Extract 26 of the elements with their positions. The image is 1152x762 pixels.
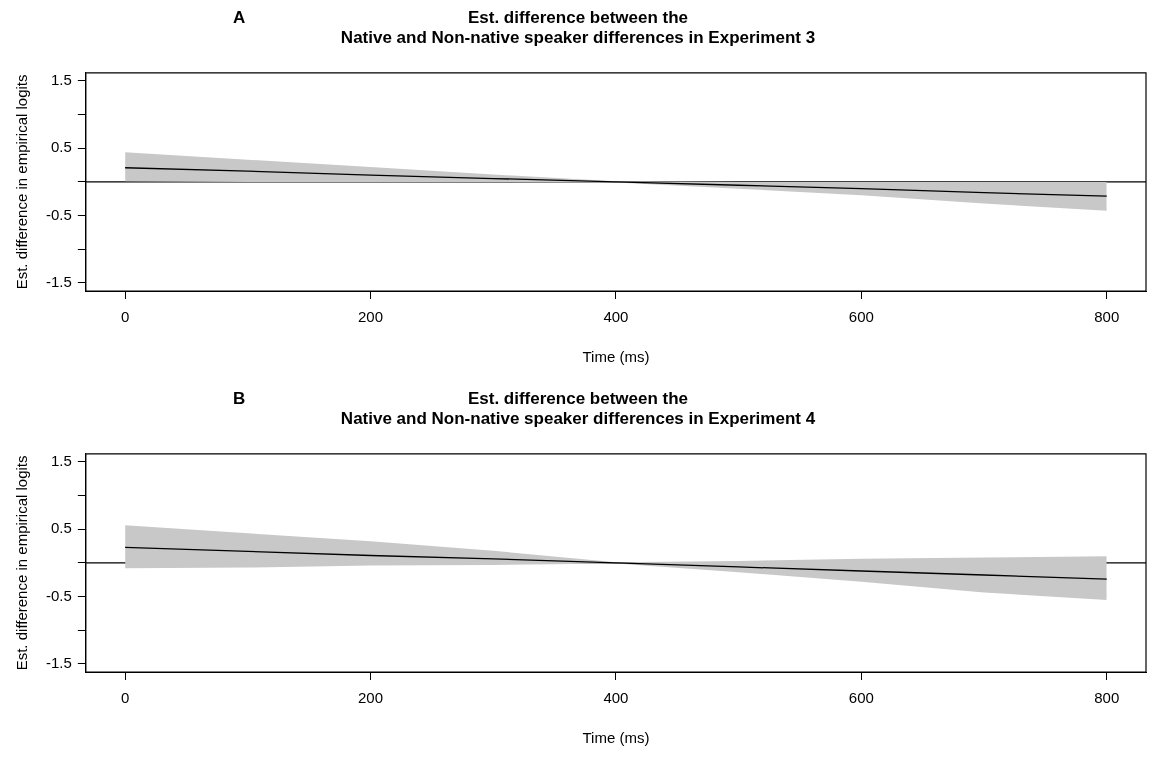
chart-title: Est. difference between the Native and Non-native speaker differences in Experiment 3: [340, 7, 816, 48]
x-tick-label: 400: [603, 308, 629, 326]
x-tick-label: 200: [358, 689, 384, 707]
x-tick-label: 800: [1094, 689, 1120, 707]
x-axis-title: Time (ms): [582, 729, 650, 747]
chart-title: Est. difference between the Native and Non-native speaker differences in Experiment 4: [340, 388, 816, 429]
x-tick-label: 600: [848, 308, 874, 326]
y-tick-label: 0.5: [50, 519, 72, 537]
text: A: [233, 8, 246, 28]
y-tick-label: -0.5: [45, 586, 72, 604]
y-tick-label: -1.5: [45, 654, 72, 672]
y-tick-label: -1.5: [45, 273, 72, 291]
x-axis-title: Time (ms): [582, 348, 650, 366]
y-tick-label: -0.5: [45, 205, 72, 223]
y-axis-title: Est. difference in empirical logits: [13, 455, 31, 671]
y-tick-label: 1.5: [50, 452, 72, 470]
x-tick-label: 200: [358, 308, 384, 326]
y-tick-label: 0.5: [50, 138, 72, 156]
x-tick-label: 600: [848, 689, 874, 707]
y-tick-label: 1.5: [50, 71, 72, 89]
x-tick-label: 400: [603, 689, 629, 707]
text: B: [233, 389, 246, 409]
y-axis-title: Est. difference in empirical logits: [13, 74, 31, 290]
x-tick-label: 0: [120, 308, 130, 326]
x-tick-label: 0: [120, 689, 130, 707]
x-tick-label: 800: [1094, 308, 1120, 326]
